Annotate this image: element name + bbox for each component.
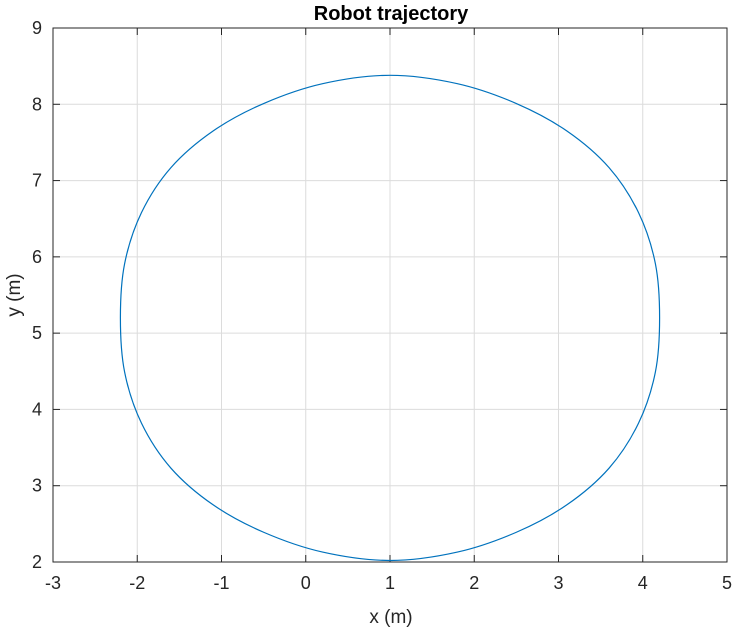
x-tick-label: 0 xyxy=(301,573,311,593)
chart-title: Robot trajectory xyxy=(314,3,469,25)
x-tick-label: 1 xyxy=(385,573,395,593)
x-tick-label: -1 xyxy=(213,573,229,593)
y-tick-labels: 2 3 4 5 6 7 8 9 xyxy=(32,18,42,572)
y-tick-label: 5 xyxy=(32,323,42,343)
series-group xyxy=(119,74,661,562)
x-tick-label: 5 xyxy=(722,573,732,593)
y-tick-label: 7 xyxy=(32,171,42,191)
y-tick-label: 3 xyxy=(32,476,42,496)
x-tick-label: -3 xyxy=(45,573,61,593)
x-tick-label: 3 xyxy=(553,573,563,593)
y-tick-label: 9 xyxy=(32,18,42,38)
x-tick-labels: -3 -2 -1 0 1 2 3 4 5 xyxy=(45,573,732,593)
y-tick-label: 6 xyxy=(32,247,42,267)
y-axis-label: y (m) xyxy=(4,273,25,316)
grid-lines xyxy=(52,27,728,563)
y-tick-label: 4 xyxy=(32,399,42,419)
y-tick-label: 2 xyxy=(32,552,42,572)
plot-frame xyxy=(52,27,728,563)
x-tick-label: 4 xyxy=(638,573,648,593)
x-tick-label: -2 xyxy=(129,573,145,593)
trajectory-line xyxy=(119,74,661,562)
x-tick-label: 2 xyxy=(469,573,479,593)
x-axis-label: x (m) xyxy=(369,607,412,628)
y-tick-label: 8 xyxy=(32,94,42,114)
